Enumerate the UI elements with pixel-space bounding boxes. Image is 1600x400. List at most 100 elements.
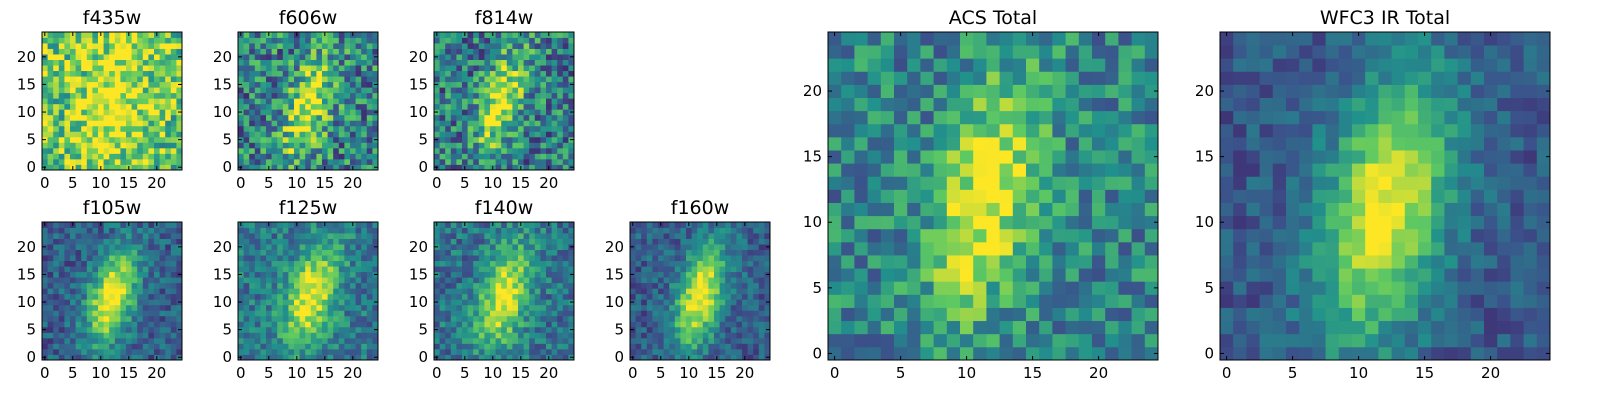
pixel-cell — [266, 125, 272, 132]
pixel-cell — [1131, 215, 1146, 230]
axes-frame — [237, 31, 379, 171]
y-tick-label: 5 — [418, 131, 428, 149]
pixel-cell — [120, 249, 127, 256]
pixel-cell — [490, 343, 496, 350]
pixel-cell — [450, 260, 457, 267]
pixel-cell — [652, 337, 659, 344]
pixel-cell — [907, 150, 921, 164]
pixel-cell — [501, 222, 508, 228]
pixel-cell — [176, 293, 183, 300]
pixel-cell — [137, 354, 144, 361]
pixel-cell — [154, 65, 160, 72]
pixel-cell — [103, 98, 110, 105]
pixel-cell — [271, 142, 278, 149]
pixel-cell — [310, 260, 317, 267]
pixel-cell — [828, 255, 842, 269]
pixel-cell — [86, 222, 93, 228]
pixel-cell — [518, 37, 524, 44]
pixel-cell — [249, 125, 256, 132]
pixel-cell — [557, 153, 564, 160]
pixel-cell — [154, 321, 160, 328]
pixel-cell — [501, 125, 508, 132]
pixel-cell — [445, 87, 452, 94]
pixel-cell — [512, 321, 519, 328]
pixel-cell — [490, 321, 496, 328]
pixel-cell — [646, 299, 653, 306]
pixel-cell — [310, 315, 317, 322]
pixel-cell — [484, 37, 491, 44]
pixel-cell — [635, 266, 642, 273]
pixel-cell — [81, 222, 88, 228]
pixel-cell — [120, 332, 127, 339]
pixel-cell — [294, 109, 300, 116]
pixel-cell — [1144, 268, 1159, 282]
pixel-cell — [568, 120, 575, 127]
pixel-cell — [53, 293, 60, 300]
pixel-cell — [322, 70, 328, 77]
pixel-cell — [366, 227, 373, 234]
pixel-cell — [70, 136, 76, 143]
pixel-cell — [646, 222, 653, 228]
pixel-cell — [109, 260, 116, 267]
pixel-cell — [512, 114, 519, 121]
pixel-cell — [439, 142, 446, 149]
pixel-cell — [747, 326, 754, 333]
pixel-cell — [361, 142, 368, 149]
pixel-cell — [327, 158, 334, 165]
pixel-cell — [652, 315, 659, 322]
pixel-cell — [946, 176, 961, 190]
pixel-cell — [495, 76, 502, 83]
pixel-cell — [691, 249, 698, 256]
pixel-cell — [260, 92, 267, 99]
pixel-cell — [551, 131, 558, 138]
pixel-cell — [355, 54, 362, 60]
pixel-cell — [512, 164, 519, 171]
pixel-cell — [176, 92, 183, 99]
pixel-cell — [327, 277, 334, 284]
pixel-cell — [758, 260, 765, 267]
pixel-cell — [523, 348, 530, 355]
pixel-cell — [1105, 189, 1119, 203]
pixel-cell — [674, 255, 681, 262]
pixel-cell — [462, 70, 468, 77]
pixel-cell — [86, 98, 93, 105]
pixel-cell — [109, 271, 116, 278]
pixel-cell — [907, 307, 921, 322]
pixel-cell — [81, 244, 88, 250]
pixel-cell — [277, 37, 284, 44]
pixel-cell — [338, 293, 345, 300]
pixel-cell — [1026, 333, 1040, 348]
pixel-cell — [445, 48, 452, 55]
pixel-cell — [165, 147, 172, 154]
pixel-cell — [338, 37, 345, 44]
pixel-cell — [333, 233, 340, 239]
pixel-cell — [243, 354, 250, 361]
pixel-cell — [86, 37, 93, 44]
pixel-cell — [53, 321, 60, 328]
pixel-cell — [70, 131, 76, 138]
pixel-cell — [75, 54, 82, 60]
pixel-cell — [277, 54, 284, 60]
pixel-cell — [562, 354, 569, 361]
pixel-cell — [506, 87, 513, 94]
pixel-cell — [568, 249, 575, 256]
pixel-cell — [652, 332, 659, 339]
pixel-cell — [103, 158, 110, 165]
pixel-cell — [75, 326, 82, 333]
pixel-cell — [120, 238, 127, 245]
pixel-cell — [64, 103, 71, 110]
pixel-cell — [176, 348, 183, 355]
pixel-cell — [137, 321, 144, 328]
pixel-cell — [758, 282, 765, 289]
pixel-cell — [75, 332, 82, 339]
pixel-cell — [75, 37, 82, 44]
pixel-cell — [635, 332, 642, 339]
pixel-cell — [42, 131, 48, 138]
pixel-cell — [691, 288, 698, 295]
pixel-cell — [333, 304, 340, 311]
pixel-cell — [456, 282, 463, 289]
pixel-cell — [282, 48, 289, 55]
pixel-cell — [714, 238, 720, 245]
pixel-cell — [333, 282, 340, 289]
pixel-cell — [540, 131, 547, 138]
